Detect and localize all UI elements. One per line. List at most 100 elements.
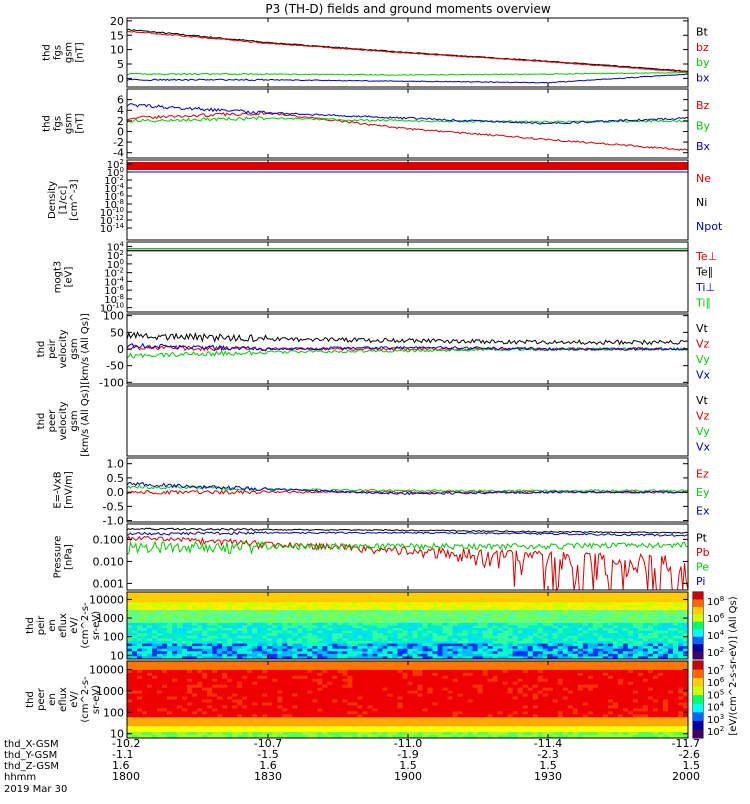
heatmap-cell-peer-eflux xyxy=(418,726,423,729)
ylabel-peer-velocity-4: [km/s (All Qs)] xyxy=(80,385,91,457)
heatmap-cell-peir-eflux xyxy=(262,618,267,621)
heatmap-cell-peir-eflux xyxy=(287,595,292,598)
heatmap-cell-peir-eflux xyxy=(392,633,397,636)
heatmap-cell-peir-eflux xyxy=(277,597,282,600)
heatmap-cell-peir-eflux xyxy=(127,633,132,636)
heatmap-cell-peer-eflux xyxy=(337,723,342,726)
heatmap-cell-peer-eflux xyxy=(257,732,262,735)
heatmap-cell-peir-eflux xyxy=(493,618,498,621)
heatmap-cell-peir-eflux xyxy=(458,618,463,621)
heatmap-cell-peer-eflux xyxy=(337,685,342,688)
heatmap-cell-peer-eflux xyxy=(317,685,322,688)
heatmap-cell-peer-eflux xyxy=(287,708,292,711)
heatmap-cell-peir-eflux xyxy=(618,605,623,608)
heatmap-cell-peir-eflux xyxy=(658,633,663,636)
heatmap-cell-peir-eflux xyxy=(628,620,633,623)
heatmap-cell-peer-eflux xyxy=(202,688,207,691)
heatmap-cell-peer-eflux xyxy=(347,673,352,676)
heatmap-cell-peer-eflux xyxy=(372,685,377,688)
heatmap-cell-peir-eflux xyxy=(392,651,397,654)
heatmap-cell-peir-eflux xyxy=(322,654,327,657)
heatmap-cell-peir-eflux xyxy=(247,651,252,654)
heatmap-cell-peir-eflux xyxy=(397,651,402,654)
heatmap-cell-peer-eflux xyxy=(418,705,423,708)
heatmap-cell-peir-eflux xyxy=(187,641,192,644)
heatmap-cell-peir-eflux xyxy=(257,618,262,621)
heatmap-cell-peer-eflux xyxy=(423,679,428,682)
heatmap-cell-peir-eflux xyxy=(397,628,402,631)
heatmap-cell-peir-eflux xyxy=(543,613,548,616)
heatmap-cell-peir-eflux xyxy=(413,623,418,626)
heatmap-cell-peir-eflux xyxy=(147,633,152,636)
heatmap-cell-peir-eflux xyxy=(513,641,518,644)
heatmap-cell-peir-eflux xyxy=(212,602,217,605)
heatmap-cell-peir-eflux xyxy=(583,597,588,600)
heatmap-cell-peer-eflux xyxy=(307,673,312,676)
heatmap-cell-peir-eflux xyxy=(428,636,433,639)
heatmap-cell-peir-eflux xyxy=(202,641,207,644)
heatmap-cell-peir-eflux xyxy=(132,641,137,644)
heatmap-cell-peir-eflux xyxy=(573,631,578,634)
heatmap-cell-peir-eflux xyxy=(342,607,347,610)
heatmap-cell-peer-eflux xyxy=(202,670,207,673)
heatmap-cell-peir-eflux xyxy=(588,613,593,616)
heatmap-cell-peer-eflux xyxy=(132,697,137,700)
heatmap-cell-peir-eflux xyxy=(668,600,673,603)
heatmap-cell-peir-eflux xyxy=(282,597,287,600)
heatmap-cell-peir-eflux xyxy=(337,620,342,623)
heatmap-cell-peir-eflux xyxy=(648,600,653,603)
heatmap-cell-peir-eflux xyxy=(177,628,182,631)
heatmap-cell-peir-eflux xyxy=(162,620,167,623)
heatmap-cell-peir-eflux xyxy=(493,600,498,603)
heatmap-cell-peir-eflux xyxy=(162,595,167,598)
heatmap-cell-peer-eflux xyxy=(222,697,227,700)
heatmap-cell-peir-eflux xyxy=(558,649,563,652)
heatmap-cell-peer-eflux xyxy=(162,729,167,732)
heatmap-cell-peer-eflux xyxy=(392,705,397,708)
heatmap-cell-peir-eflux xyxy=(628,641,633,644)
heatmap-cell-peir-eflux xyxy=(262,607,267,610)
heatmap-cell-peir-eflux xyxy=(673,633,678,636)
heatmap-cell-peir-eflux xyxy=(613,628,618,631)
heatmap-cell-peir-eflux xyxy=(678,633,683,636)
heatmap-cell-peir-eflux xyxy=(172,605,177,608)
heatmap-cell-peir-eflux xyxy=(167,613,172,616)
heatmap-cell-peer-eflux xyxy=(292,711,297,714)
heatmap-cell-peer-eflux xyxy=(387,670,392,673)
heatmap-cell-peir-eflux xyxy=(177,654,182,657)
heatmap-cell-peer-eflux xyxy=(197,679,202,682)
heatmap-cell-peer-eflux xyxy=(377,679,382,682)
heatmap-cell-peer-eflux xyxy=(167,702,172,705)
heatmap-cell-peir-eflux xyxy=(247,631,252,634)
heatmap-cell-peir-eflux xyxy=(192,595,197,598)
heatmap-cell-peir-eflux xyxy=(448,597,453,600)
ylabel-peer-eflux-3: eflux xyxy=(58,687,69,712)
heatmap-cell-peir-eflux xyxy=(187,631,192,634)
heatmap-cell-peer-eflux xyxy=(222,700,227,703)
heatmap-cell-peer-eflux xyxy=(137,688,142,691)
heatmap-cell-peir-eflux xyxy=(212,636,217,639)
heatmap-cell-peir-eflux xyxy=(678,628,683,631)
heatmap-cell-peir-eflux xyxy=(613,638,618,641)
heatmap-cell-peir-eflux xyxy=(402,618,407,621)
heatmap-cell-peir-eflux xyxy=(513,605,518,608)
heatmap-cell-peir-eflux xyxy=(242,633,247,636)
heatmap-cell-peir-eflux xyxy=(307,620,312,623)
heatmap-cell-peir-eflux xyxy=(668,623,673,626)
heatmap-cell-peir-eflux xyxy=(543,654,548,657)
heatmap-cell-peir-eflux xyxy=(578,651,583,654)
heatmap-cell-peir-eflux xyxy=(453,644,458,647)
ylabel-peir-eflux-4: eV/ xyxy=(69,617,80,634)
heatmap-cell-peer-eflux xyxy=(312,664,317,667)
heatmap-cell-peir-eflux xyxy=(337,641,342,644)
heatmap-cell-peir-eflux xyxy=(157,613,162,616)
heatmap-cell-peir-eflux xyxy=(352,607,357,610)
heatmap-cell-peir-eflux xyxy=(443,646,448,649)
heatmap-cell-peer-eflux xyxy=(127,673,132,676)
heatmap-cell-peir-eflux xyxy=(337,636,342,639)
heatmap-cell-peer-eflux xyxy=(272,688,277,691)
heatmap-cell-peer-eflux xyxy=(322,714,327,717)
heatmap-cell-peir-eflux xyxy=(207,649,212,652)
heatmap-cell-peir-eflux xyxy=(503,628,508,631)
heatmap-cell-peer-eflux xyxy=(413,697,418,700)
